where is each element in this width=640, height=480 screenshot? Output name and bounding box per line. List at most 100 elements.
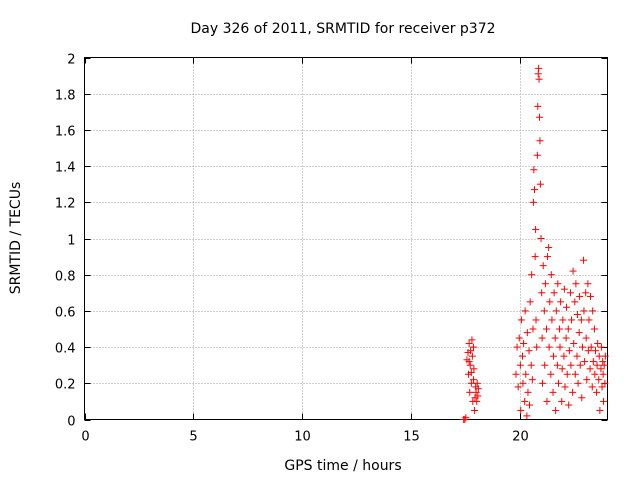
data-point [517,316,525,324]
data-point [592,347,600,355]
data-point [580,256,588,264]
data-point [601,379,609,387]
data-point [465,339,473,347]
data-point [532,316,540,324]
data-point [538,334,546,342]
data-point [473,379,481,387]
y-tick-label: 0.2 [55,378,76,393]
data-point [578,394,586,402]
data-point [569,388,577,396]
y-tick-label: 1 [67,234,75,249]
data-point [529,325,537,333]
data-point [468,352,476,360]
data-point [554,280,562,288]
data-point [587,292,595,300]
data-point [525,401,533,409]
data-point [474,392,482,400]
data-point [563,370,571,378]
data-point [536,113,544,121]
data-point [568,316,576,324]
data-point [587,343,595,351]
data-point [468,336,476,344]
data-point [567,361,575,369]
data-point [547,370,555,378]
data-point [558,365,566,373]
data-point [541,280,549,288]
y-tick-label: 1.2 [55,197,76,212]
data-point [521,397,529,405]
data-point [538,289,546,297]
data-point [558,397,566,405]
data-point [473,397,481,405]
data-point [466,388,474,396]
data-point [551,334,559,342]
data-point [539,379,547,387]
data-point [556,325,564,333]
data-point [580,307,588,315]
data-point [544,253,552,261]
data-point [528,376,536,384]
data-point [533,151,541,159]
x-tick-label: 0 [81,430,89,445]
data-point [576,292,584,300]
x-tick-label: 5 [189,430,197,445]
data-point [597,343,605,351]
data-point [570,339,578,347]
data-point [467,347,475,355]
data-point [528,271,536,279]
plot-frame [84,57,608,420]
data-point [547,271,555,279]
data-point [556,343,564,351]
data-point [552,406,560,414]
data-point [572,280,580,288]
chart-title: Day 326 of 2011, SRMTID for receiver p37… [190,21,495,37]
data-point [591,370,599,378]
data-point [577,316,585,324]
data-point [561,383,569,391]
data-points [460,64,609,423]
data-point [549,388,557,396]
data-point [536,180,544,188]
data-point [565,401,573,409]
y-tick-label: 0.8 [55,270,76,285]
data-point [600,397,608,405]
data-point [530,166,538,174]
y-tick-label: 1.4 [55,161,76,176]
tick-layer: 00.20.40.60.811.21.41.61.820 5 10 15 20 [55,53,608,445]
data-point [575,329,583,337]
data-point [535,75,543,83]
data-point [543,397,551,405]
data-point [462,414,470,422]
y-tick-label: 0.4 [55,342,76,357]
data-point [524,388,532,396]
data-point [522,370,530,378]
data-point [596,406,604,414]
data-point [601,352,609,360]
data-point [467,379,475,387]
data-point [599,358,607,366]
data-point [571,298,579,306]
data-point [573,352,581,360]
data-point [595,376,603,384]
y-tick-label: 0.6 [55,306,76,321]
data-point [549,352,557,360]
data-point [583,376,591,384]
data-point [586,365,594,373]
data-point [523,412,531,420]
data-point [541,361,549,369]
data-point [461,416,469,423]
data-point [537,235,545,242]
data-point [559,316,567,324]
x-tick-label: 10 [294,430,311,445]
data-point [598,383,606,391]
data-point [589,358,597,366]
data-point [582,334,590,342]
data-point [578,343,586,351]
data-point [530,186,538,194]
data-point [519,379,527,387]
data-point [564,325,572,333]
data-point [589,307,597,315]
data-point [584,280,592,288]
data-point [470,365,478,373]
